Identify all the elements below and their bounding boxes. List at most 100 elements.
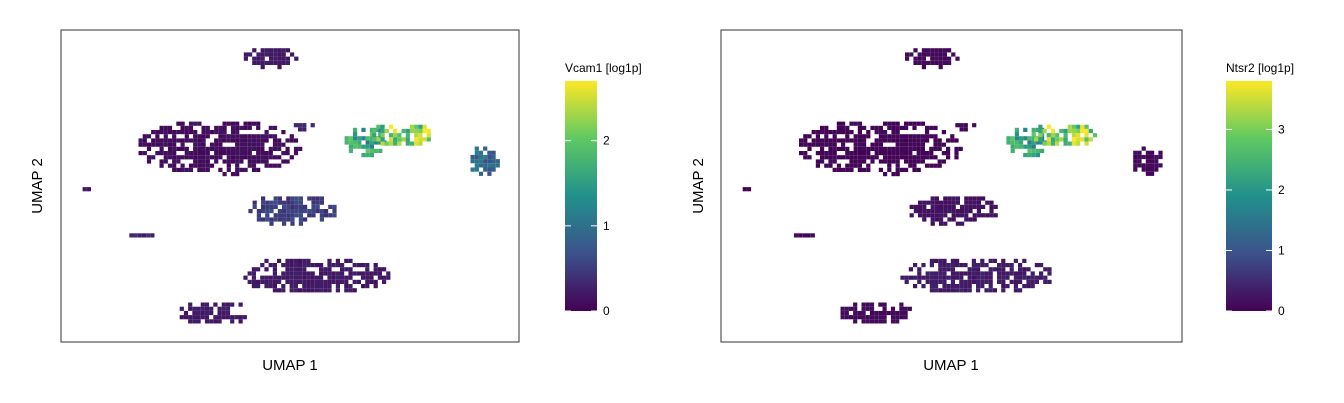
hexbin-cell bbox=[857, 134, 862, 139]
hexbin-cell bbox=[811, 130, 816, 135]
hexbin-cell bbox=[289, 258, 294, 263]
hexbin-cell bbox=[373, 267, 378, 272]
hexbin-cell bbox=[179, 306, 184, 311]
hexbin-cell bbox=[1150, 154, 1155, 160]
hexbin-cell bbox=[167, 151, 173, 156]
hexbin-cell bbox=[281, 263, 286, 268]
hexbin-cell bbox=[282, 200, 287, 205]
hexbin-cell bbox=[188, 163, 194, 168]
hexbin-cell bbox=[247, 155, 252, 160]
hexbin-cell bbox=[365, 279, 370, 284]
hexbin-cell bbox=[176, 146, 181, 151]
hexbin-cell bbox=[247, 121, 252, 126]
hexbin-cell bbox=[857, 167, 862, 172]
hexbin-cell bbox=[857, 138, 862, 143]
hexbin-cell bbox=[293, 258, 298, 263]
hexbin-cell bbox=[1133, 163, 1138, 168]
hexbin-cell bbox=[985, 213, 990, 218]
hexbin-cell bbox=[997, 279, 1002, 284]
hexbin-cell bbox=[142, 151, 147, 156]
hexbin-cell bbox=[163, 130, 168, 135]
hexbin-cell bbox=[1027, 148, 1032, 153]
hexbin-cell bbox=[243, 151, 248, 156]
hexbin-cell bbox=[184, 155, 189, 160]
hexbin-cell bbox=[820, 151, 825, 156]
hexbin-cell bbox=[841, 125, 846, 130]
hexbin-cell bbox=[323, 284, 328, 289]
hexbin-cell bbox=[209, 306, 214, 311]
hexbin-cell bbox=[369, 275, 374, 280]
hexbin-cell bbox=[950, 275, 955, 280]
hexbin-cell bbox=[798, 233, 803, 238]
hexbin-cell bbox=[180, 130, 185, 135]
hexbin-cell bbox=[243, 275, 248, 280]
hexbin-cell bbox=[252, 200, 257, 205]
hexbin-cell bbox=[925, 279, 930, 284]
hexbin-cell bbox=[1080, 137, 1085, 142]
hexbin-cell bbox=[811, 138, 816, 143]
hexbin-cell bbox=[282, 217, 287, 222]
hexbin-cell bbox=[930, 48, 935, 53]
hexbin-cell bbox=[298, 127, 303, 132]
hexbin-cell bbox=[142, 134, 147, 139]
hexbin-cell bbox=[319, 263, 324, 268]
hexbin-cell bbox=[138, 151, 143, 156]
hexbin-cell bbox=[282, 209, 287, 214]
hexbin-cell bbox=[803, 155, 808, 160]
hexbin-cell bbox=[222, 130, 227, 135]
hexbin-cell bbox=[887, 134, 892, 139]
hexbin-cell bbox=[314, 263, 319, 268]
hexbin-cell bbox=[933, 138, 938, 143]
hexbin-cell bbox=[943, 209, 948, 214]
hexbin-cell bbox=[828, 142, 833, 147]
hexbin-cell bbox=[1031, 144, 1036, 149]
hexbin-cell bbox=[869, 319, 875, 324]
hexbin-cell bbox=[909, 204, 914, 209]
hexbin-cell bbox=[840, 315, 845, 320]
hexbin-cell bbox=[200, 310, 205, 316]
hexbin-cell bbox=[878, 142, 883, 147]
hexbin-cell bbox=[256, 138, 261, 143]
hexbin-cell bbox=[899, 167, 904, 172]
hexbin-cell bbox=[1014, 132, 1019, 137]
hexbin-cell bbox=[1154, 159, 1159, 164]
hexbin-cell bbox=[878, 310, 883, 316]
hexbin-cell bbox=[832, 151, 837, 156]
hexbin-cell bbox=[314, 288, 319, 293]
hexbin-cell bbox=[201, 138, 206, 143]
plot-frame bbox=[720, 29, 1183, 343]
hexbin-cell bbox=[1150, 171, 1155, 176]
hexbin-cell bbox=[217, 310, 222, 316]
hexbin-cell bbox=[251, 142, 257, 147]
hexbin-cell bbox=[951, 213, 956, 218]
hexbin-cell bbox=[491, 150, 496, 155]
hexbin-cell bbox=[167, 155, 173, 160]
hexbin-cell bbox=[138, 142, 143, 147]
hexbin-cell bbox=[1076, 141, 1081, 146]
hexbin-cell bbox=[832, 155, 837, 160]
hexbin-cell bbox=[418, 133, 423, 138]
hexbin-cell bbox=[306, 258, 311, 263]
hexbin-cell bbox=[277, 60, 282, 65]
hexbin-cell bbox=[315, 209, 320, 214]
hexbin-cell bbox=[272, 267, 277, 272]
hexbin-cell bbox=[256, 125, 261, 130]
hexbin-cell bbox=[290, 204, 295, 209]
hexbin-cell bbox=[331, 275, 336, 280]
hexbin-cell bbox=[324, 209, 329, 214]
hexbin-cell bbox=[984, 271, 989, 276]
hexbin-cell bbox=[252, 60, 257, 65]
hexbin-cell bbox=[483, 146, 488, 151]
hexbin-cell bbox=[985, 200, 990, 205]
hexbin-cell bbox=[405, 141, 410, 146]
hexbin-cell bbox=[947, 200, 952, 205]
hexbin-cell bbox=[912, 167, 917, 172]
hexbin-cell bbox=[474, 163, 479, 168]
hexbin-cell bbox=[495, 163, 500, 168]
hexbin-cell bbox=[277, 213, 282, 218]
hexbin-cell bbox=[934, 217, 939, 222]
hexbin-cell bbox=[205, 125, 210, 130]
hexbin-cell bbox=[369, 132, 374, 137]
hexbin-cell bbox=[951, 196, 956, 201]
hexbin-cell bbox=[848, 315, 854, 320]
